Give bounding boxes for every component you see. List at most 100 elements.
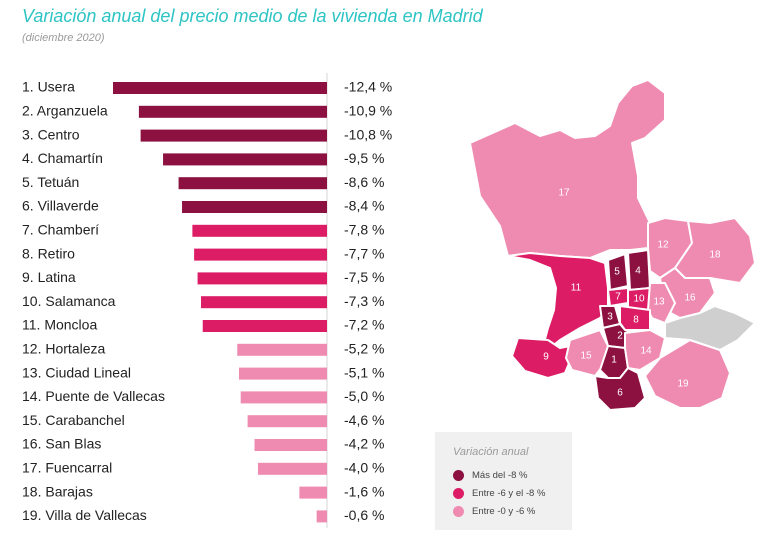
map-district-14[interactable] xyxy=(624,329,666,371)
legend-swatch-light xyxy=(453,505,464,517)
legend-label-mid: Entre -6 y el -8 % xyxy=(472,487,546,499)
value-label: -9,5 % xyxy=(344,150,384,166)
category-label: 4. Chamartín xyxy=(22,150,103,166)
bar xyxy=(238,367,327,380)
map-label-12: 12 xyxy=(657,240,669,251)
map-district-6[interactable] xyxy=(594,367,646,411)
chart-subtitle: (diciembre 2020) xyxy=(22,32,105,44)
district-map: 17 12 18 16 11 5 4 7 10 13 3 8 2 9 15 1 … xyxy=(469,79,756,411)
value-label: -10,9 % xyxy=(344,103,392,119)
value-label: -5,1 % xyxy=(344,364,384,380)
value-label: -7,8 % xyxy=(344,222,384,238)
legend-label-dark: Más del -8 % xyxy=(472,469,528,481)
bar xyxy=(240,391,327,404)
value-label: -10,8 % xyxy=(344,126,392,142)
bar xyxy=(247,415,327,428)
legend-title: Variación anual xyxy=(453,446,529,458)
bar xyxy=(201,296,327,309)
map-label-3: 3 xyxy=(607,312,613,323)
map-label-7: 7 xyxy=(615,292,621,303)
bar xyxy=(299,486,327,499)
map-label-6: 6 xyxy=(617,388,623,399)
map-label-13: 13 xyxy=(653,297,665,308)
map-label-10: 10 xyxy=(633,294,645,305)
map-district-9[interactable] xyxy=(511,337,573,379)
bar xyxy=(257,462,327,475)
bar xyxy=(316,510,327,523)
category-label: 14. Puente de Vallecas xyxy=(22,388,165,404)
map-label-2: 2 xyxy=(617,331,623,342)
legend-item-mid: Entre -6 y el -8 % xyxy=(453,484,572,502)
category-label: 3. Centro xyxy=(22,126,80,142)
map-label-11: 11 xyxy=(571,283,582,294)
bar xyxy=(254,439,327,451)
category-label: 9. Latina xyxy=(22,269,76,285)
value-label: -7,3 % xyxy=(344,293,384,309)
category-label: 2. Arganzuela xyxy=(22,103,108,119)
category-label: 5. Tetuán xyxy=(22,174,79,190)
category-label: 17. Fuencarral xyxy=(22,460,112,476)
legend-swatch-dark xyxy=(453,469,464,481)
map-label-16: 16 xyxy=(684,293,696,304)
map-label-9: 9 xyxy=(543,352,549,363)
value-label: -5,2 % xyxy=(344,341,384,357)
bar-series: 1. Usera -12,4 % 2. Arganzuela -10,9 % 3. Ce… xyxy=(22,79,392,523)
value-label: -4,2 % xyxy=(344,436,384,452)
map-label-8: 8 xyxy=(633,315,639,326)
value-label: -12,4 % xyxy=(344,79,392,95)
value-label: -8,4 % xyxy=(344,198,384,214)
legend: Variación anual Más del -8 % Entre -6 y … xyxy=(435,432,572,530)
value-label: -7,2 % xyxy=(344,317,384,333)
map-label-1: 1 xyxy=(611,355,617,366)
value-label: -4,0 % xyxy=(344,460,384,476)
bar xyxy=(192,224,327,237)
map-label-19: 19 xyxy=(677,379,689,390)
category-label: 13. Ciudad Lineal xyxy=(22,364,131,380)
legend-item-light: Entre -0 y -6 % xyxy=(453,502,572,520)
bar-chart: 1. Usera -12,4 % 2. Arganzuela -10,9 % 3. Ce… xyxy=(22,73,392,528)
map-label-4: 4 xyxy=(635,266,641,277)
category-label: 16. San Blas xyxy=(22,436,101,452)
map-district-17[interactable] xyxy=(469,79,666,259)
map-label-18: 18 xyxy=(709,250,721,261)
bar xyxy=(138,105,327,118)
value-label: -0,6 % xyxy=(344,507,384,523)
category-label: 15. Carabanchel xyxy=(22,412,125,428)
category-label: 10. Salamanca xyxy=(22,293,116,309)
map-label-14: 14 xyxy=(640,346,652,357)
value-label: -4,6 % xyxy=(344,412,384,428)
category-label: 6. Villaverde xyxy=(22,198,99,214)
category-label: 8. Retiro xyxy=(22,245,75,261)
category-label: 19. Villa de Vallecas xyxy=(22,507,147,523)
category-label: 12. Hortaleza xyxy=(22,341,105,357)
value-label: -7,5 % xyxy=(344,269,384,285)
map-district-8[interactable] xyxy=(619,305,651,331)
map-district-unshaded[interactable] xyxy=(664,305,756,351)
map-label-15: 15 xyxy=(580,351,592,362)
map-label-5: 5 xyxy=(614,267,620,278)
map-district-18[interactable] xyxy=(674,217,756,284)
category-label: 11. Moncloa xyxy=(22,317,97,333)
legend-swatch-mid xyxy=(453,487,464,499)
bar xyxy=(197,272,327,285)
chart-title: Variación anual del precio medio de la v… xyxy=(22,6,483,26)
map-label-17: 17 xyxy=(558,188,570,199)
map-district-5[interactable] xyxy=(607,253,629,291)
value-label: -1,6 % xyxy=(344,483,384,499)
value-label: -5,0 % xyxy=(344,388,384,404)
bar xyxy=(182,201,327,213)
bar xyxy=(202,320,327,332)
value-label: -8,6 % xyxy=(344,174,384,190)
legend-item-dark: Más del -8 % xyxy=(453,466,572,484)
bar xyxy=(237,343,327,356)
bar xyxy=(140,129,327,142)
category-label: 7. Chamberí xyxy=(22,222,99,238)
map-district-11[interactable] xyxy=(507,252,609,359)
legend-label-light: Entre -0 y -6 % xyxy=(472,505,536,517)
bar xyxy=(163,153,327,166)
bar xyxy=(178,177,327,190)
category-label: 18. Barajas xyxy=(22,483,93,499)
value-label: -7,7 % xyxy=(344,245,384,261)
bar xyxy=(194,248,327,261)
bar xyxy=(113,82,327,94)
